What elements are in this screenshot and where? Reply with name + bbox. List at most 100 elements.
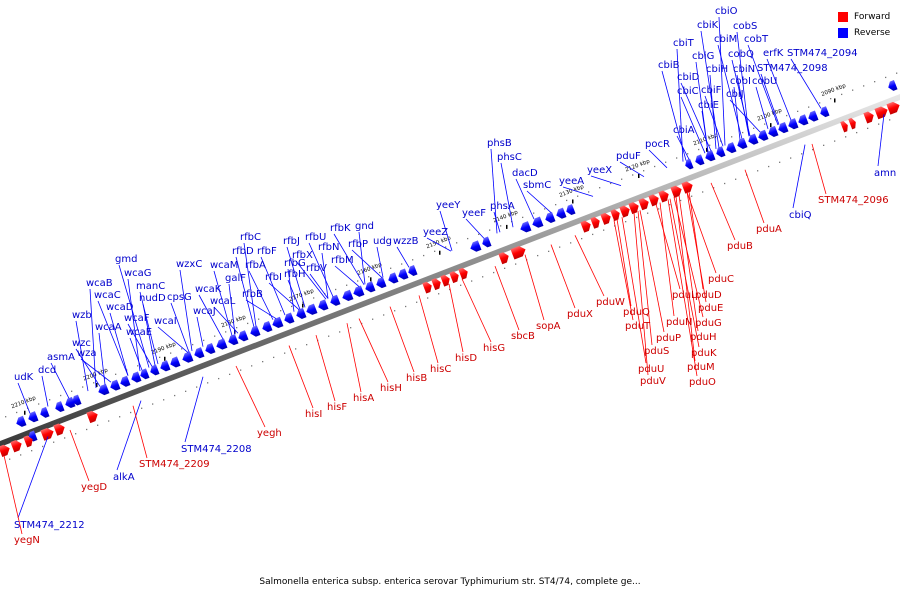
reverse-leader xyxy=(198,294,224,340)
forward-leader xyxy=(288,345,314,409)
forward-gene-label: hisB xyxy=(406,373,427,384)
forward-gene xyxy=(40,428,54,441)
reverse-leader xyxy=(170,302,190,353)
reverse-leader xyxy=(731,59,751,136)
scale-dot xyxy=(372,318,374,320)
forward-gene-label: sbcB xyxy=(511,331,535,342)
scale-dot xyxy=(284,352,286,354)
reverse-gene-label: cobT xyxy=(744,34,769,45)
reverse-gene-label: rfbF xyxy=(257,246,277,257)
forward-gene xyxy=(10,440,22,453)
reverse-leader xyxy=(747,44,779,126)
forward-gene-label: pduA xyxy=(756,224,782,235)
forward-gene-label: hisC xyxy=(430,364,451,375)
reverse-leader xyxy=(590,175,622,186)
forward-gene-label: STM474_2096 xyxy=(818,195,889,206)
scale-dot xyxy=(676,157,678,159)
forward-gene-label: STM474_2209 xyxy=(139,459,210,470)
reverse-leader xyxy=(127,278,141,372)
forward-leader xyxy=(418,295,439,364)
reverse-leader xyxy=(676,135,690,160)
scale-dot xyxy=(306,344,308,346)
scale-dot xyxy=(757,170,759,172)
forward-gene-labels: STM474_2096pduApduBpduCpduDpduEpduLpduGp… xyxy=(14,195,889,546)
scale-dot xyxy=(119,416,121,418)
scale-dot xyxy=(196,386,198,388)
scale-dot xyxy=(790,157,792,159)
reverse-leader xyxy=(286,246,306,308)
reverse-gene-label: wzxC xyxy=(176,259,202,270)
forward-gene-label: hisA xyxy=(353,393,374,404)
kbp-tick-mark xyxy=(439,250,441,255)
reverse-leader xyxy=(109,312,129,376)
reverse-gene xyxy=(520,221,532,233)
reverse-gene xyxy=(353,285,365,297)
reverse-gene xyxy=(726,142,737,154)
reverse-gene-label: erfK xyxy=(763,48,784,59)
forward-gene xyxy=(498,252,509,265)
forward-gene-label: pduN xyxy=(666,317,693,328)
reverse-gene-label: rfbU xyxy=(305,232,326,243)
reverse-gene-label: cbiE xyxy=(698,100,719,111)
reverse-gene-label: rfbX xyxy=(292,250,313,261)
reverse-leader xyxy=(790,58,822,109)
scale-dot xyxy=(724,182,726,185)
scale-dot xyxy=(647,212,649,214)
scale-dot xyxy=(313,297,315,299)
forward-gene xyxy=(86,410,98,424)
reverse-gene xyxy=(365,281,376,293)
scale-dot xyxy=(797,110,799,113)
scale-dot xyxy=(38,403,40,405)
kbp-tick-mark xyxy=(370,277,372,282)
forward-gene xyxy=(422,281,432,294)
scale-dot xyxy=(295,348,297,350)
forward-gene xyxy=(638,198,649,211)
forward-gene-label: hisG xyxy=(483,343,505,354)
reverse-leader xyxy=(676,48,684,162)
reverse-leader xyxy=(235,256,255,328)
reverse-gene xyxy=(250,325,261,337)
reverse-gene-label: rfbJ xyxy=(283,236,300,247)
scale-dot xyxy=(669,204,671,206)
scale-dot xyxy=(603,229,605,231)
scale-dot xyxy=(251,365,253,367)
kbp-tick-mark xyxy=(770,123,772,128)
reverse-gene xyxy=(388,272,399,284)
forward-gene-label: yegN xyxy=(14,535,40,546)
forward-gene xyxy=(886,101,900,115)
scale-dot xyxy=(702,191,704,193)
reverse-leader xyxy=(97,300,129,376)
kbp-tick-mark xyxy=(164,356,166,361)
reverse-gene-label: gmd xyxy=(115,254,137,265)
scale-dot xyxy=(412,259,414,261)
reverse-gene-label: cbiF xyxy=(701,85,722,96)
reverse-gene xyxy=(72,394,82,406)
forward-gene-label: pduO xyxy=(689,377,716,388)
scale-dot xyxy=(9,458,11,460)
scale-dot xyxy=(93,382,95,384)
forward-leader xyxy=(637,210,653,346)
reverse-gene-label: rfbD xyxy=(232,246,254,257)
reverse-gene-label: STM474_2094 xyxy=(787,48,858,59)
forward-leader xyxy=(3,455,23,535)
forward-gene xyxy=(440,274,450,287)
scale-dot xyxy=(665,161,667,163)
reverse-leader xyxy=(709,74,717,149)
scale-dot xyxy=(614,225,616,227)
scale-dot xyxy=(577,195,579,197)
scale-dot xyxy=(460,284,462,286)
scale-dot xyxy=(863,85,865,87)
scale-dot xyxy=(20,454,22,456)
forward-gene-label: hisD xyxy=(455,353,477,364)
scale-dot xyxy=(471,280,473,282)
reverse-gene-label: amn xyxy=(874,168,896,179)
reverse-label-leaders xyxy=(17,16,885,519)
scale-dot xyxy=(31,450,33,452)
forward-gene-label: sopA xyxy=(536,321,561,332)
reverse-gene xyxy=(342,289,354,302)
scale-dot xyxy=(357,280,359,282)
reverse-gene-label: dacD xyxy=(512,168,538,179)
reverse-leader xyxy=(358,231,366,285)
